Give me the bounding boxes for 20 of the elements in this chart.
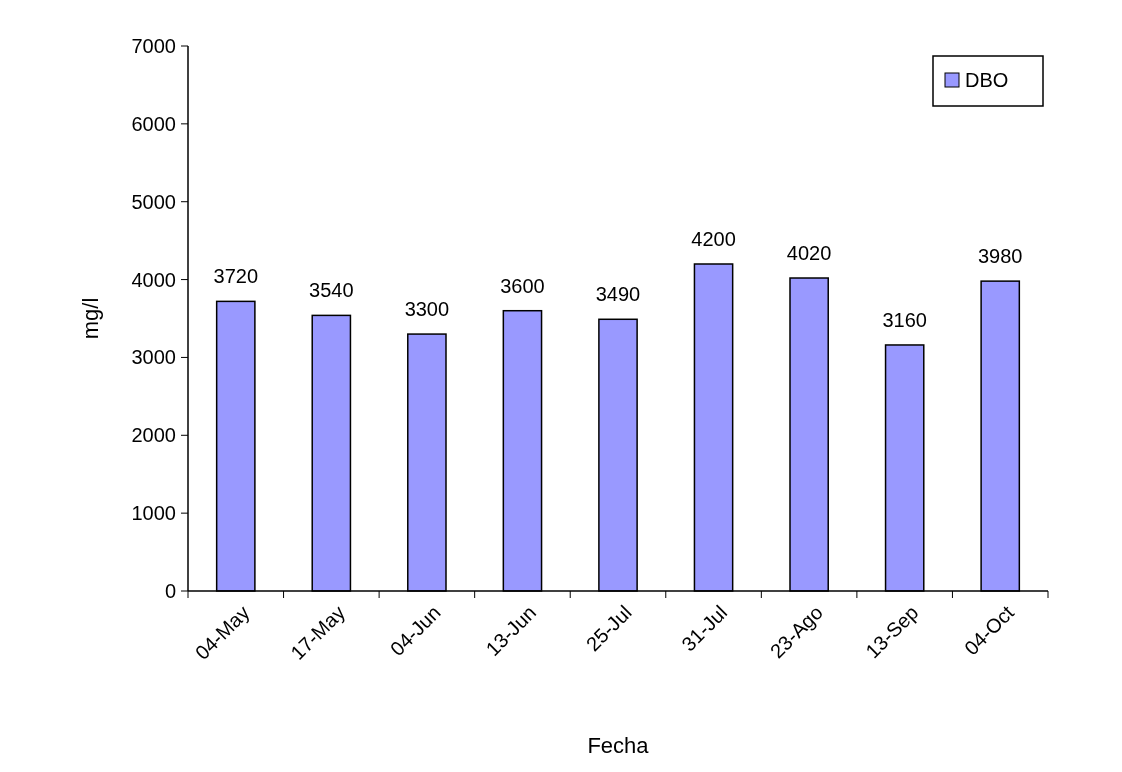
y-tick-label: 3000 xyxy=(131,346,176,369)
x-axis-title: Fecha xyxy=(587,733,650,758)
data-label: 3980 xyxy=(977,245,1023,268)
data-label: 3300 xyxy=(404,298,450,321)
y-tick-label: 0 xyxy=(164,580,176,602)
y-tick-label: 5000 xyxy=(131,190,176,213)
y-tick-label: 2000 xyxy=(131,424,176,447)
y-tick-label: 7000 xyxy=(131,35,176,57)
data-label: 3600 xyxy=(500,274,545,297)
legend-label: DBO xyxy=(965,69,1009,91)
data-label: 3720 xyxy=(213,265,259,288)
data-label: 4200 xyxy=(691,228,736,250)
y-tick-label: 6000 xyxy=(131,112,176,135)
data-label: 3540 xyxy=(309,279,354,302)
data-label: 4020 xyxy=(786,242,832,265)
y-tick-label: 1000 xyxy=(131,502,176,525)
data-label: 3160 xyxy=(882,308,927,331)
data-label: 3490 xyxy=(595,283,641,306)
y-axis-title: mg/l xyxy=(78,297,103,340)
y-tick-label: 4000 xyxy=(131,268,176,291)
